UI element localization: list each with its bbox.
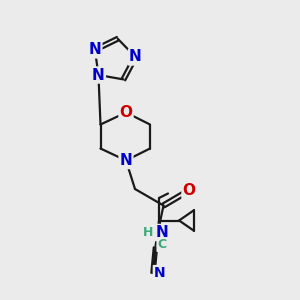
Text: N: N [129, 50, 142, 64]
Text: O: O [182, 183, 196, 198]
Text: H: H [143, 226, 154, 239]
Text: O: O [119, 105, 133, 120]
Text: N: N [120, 153, 132, 168]
Text: N: N [88, 42, 101, 57]
Text: C: C [158, 238, 166, 251]
Text: N: N [154, 266, 165, 280]
Text: N: N [92, 68, 105, 82]
Text: N: N [156, 225, 168, 240]
